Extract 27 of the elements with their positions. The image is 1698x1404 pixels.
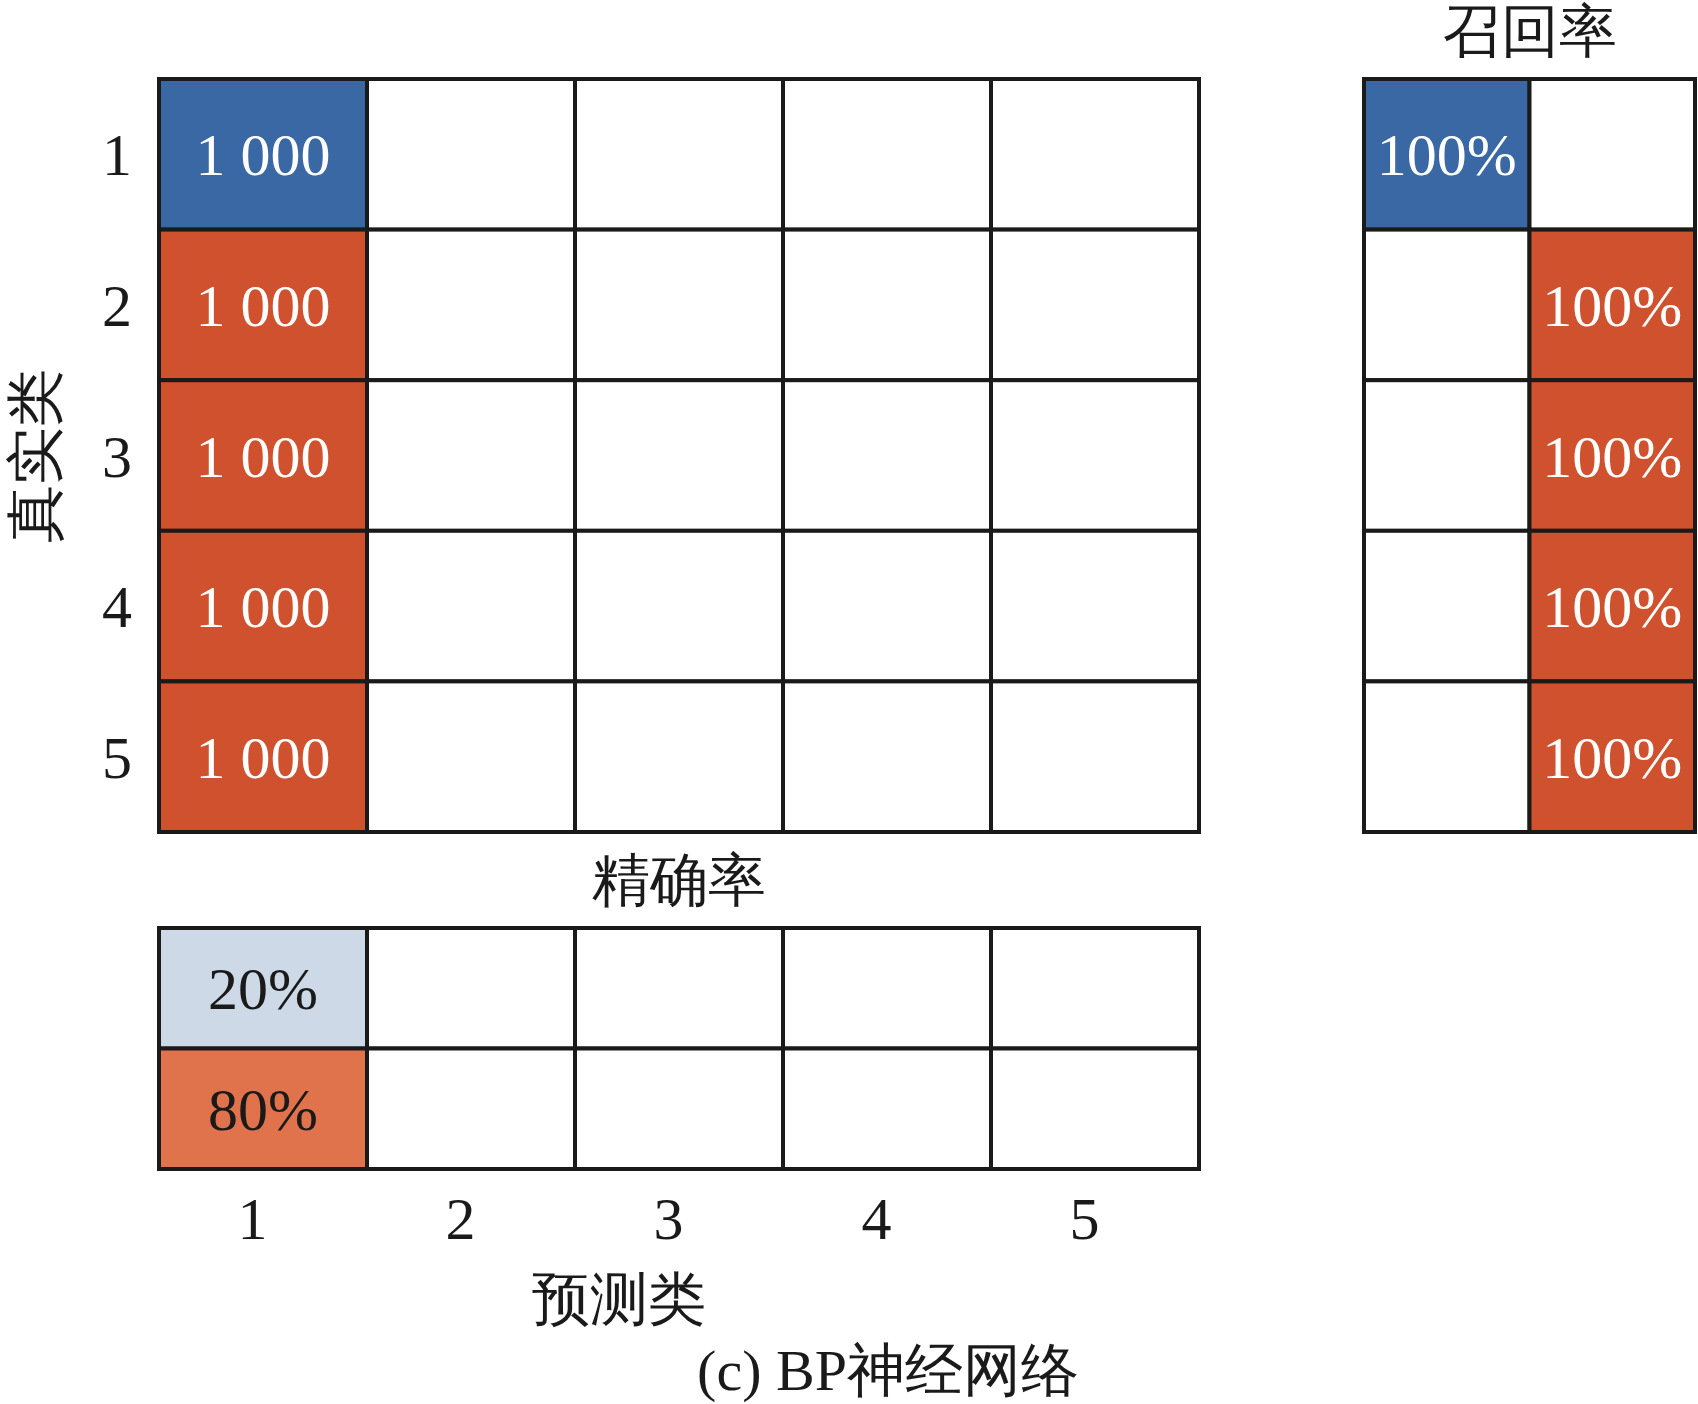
data-label: 100% (1542, 272, 1683, 339)
data-label: 80% (208, 1076, 318, 1143)
data-label: 1 000 (195, 122, 331, 189)
x-tick-label: 2 (445, 1186, 476, 1252)
data-label: 100% (1542, 574, 1683, 641)
data-label: 1 000 (195, 272, 331, 339)
x-tick-label: 1 (237, 1186, 268, 1252)
chart-title: 精确率 (592, 848, 766, 913)
y-tick-label: 2 (102, 272, 132, 339)
data-label: 100% (1542, 423, 1683, 490)
x-tick-label: 4 (861, 1186, 892, 1252)
data-label: 1 000 (195, 724, 331, 791)
y-tick-label: 1 (102, 122, 132, 189)
data-label: 20% (208, 956, 318, 1023)
text: (c) BP神经网络 (697, 1338, 1079, 1403)
y-tick-label: 5 (102, 724, 132, 791)
chart-title: 召回率 (1442, 0, 1617, 64)
y-tick-label: 3 (102, 423, 132, 490)
data-label: 1 000 (195, 423, 331, 490)
data-label: 1 000 (195, 574, 331, 641)
x-tick-label: 5 (1069, 1186, 1100, 1252)
x-axis-title: 预测类 (532, 1267, 706, 1332)
data-label: 100% (1542, 724, 1683, 791)
y-tick-label: 4 (102, 574, 132, 641)
x-tick-label: 3 (653, 1186, 684, 1252)
data-label: 100% (1376, 122, 1517, 189)
y-axis-title: 真实类 (3, 368, 68, 543)
